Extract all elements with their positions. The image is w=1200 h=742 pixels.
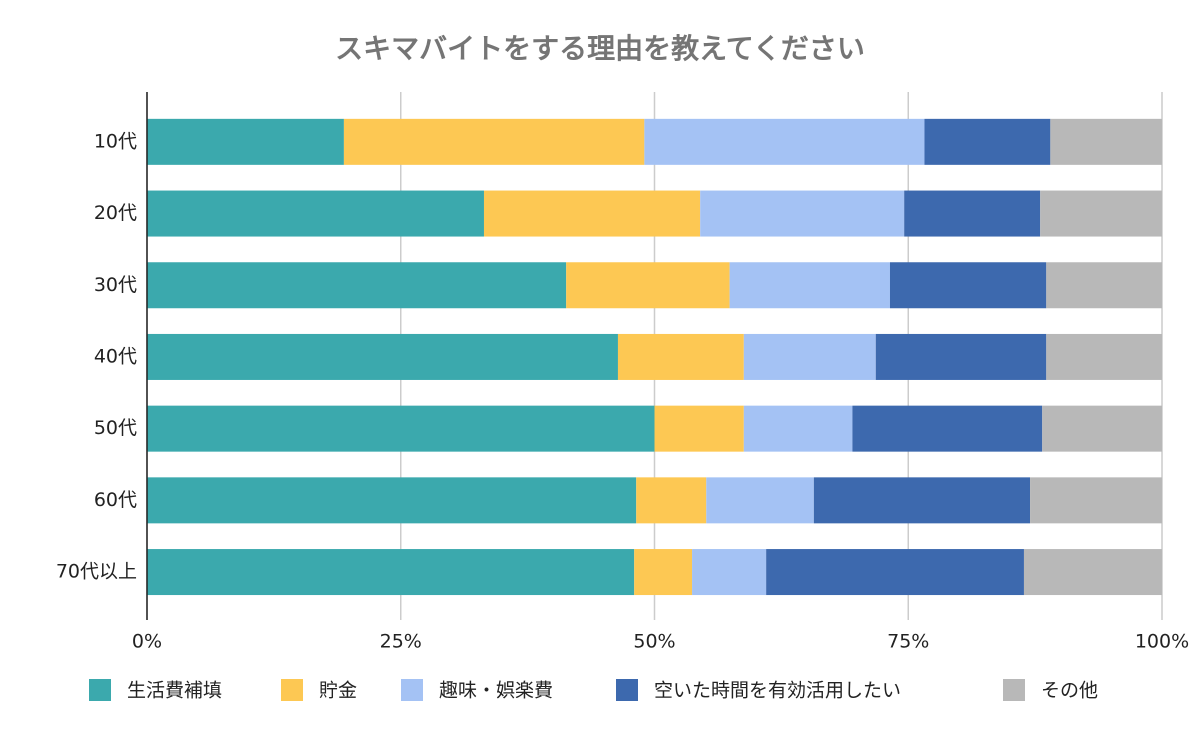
bar-segment (147, 405, 655, 452)
bar-segment (852, 405, 1043, 452)
y-tick-label: 60代 (94, 489, 137, 511)
bar-segment (644, 118, 925, 165)
bar-segment (147, 262, 567, 309)
bar-segment (483, 190, 701, 237)
bar-segment (766, 549, 1024, 596)
legend-label: 趣味・娯楽費 (439, 680, 553, 702)
bar-segment (147, 477, 637, 524)
bar-segment (1042, 405, 1162, 452)
y-tick-label: 40代 (94, 345, 137, 367)
bar-segment (889, 262, 1047, 309)
x-tick-label: 25% (380, 631, 422, 653)
y-tick-label: 10代 (94, 130, 137, 152)
bar-segment (875, 333, 1047, 380)
bar-segment (566, 262, 730, 309)
y-tick-label: 50代 (94, 417, 137, 439)
legend-swatch (89, 679, 111, 701)
x-tick-label: 0% (132, 631, 162, 653)
x-tick-label: 75% (887, 631, 929, 653)
legend-swatch (401, 679, 423, 701)
bar-segment (692, 549, 767, 596)
legend-label: 生活費補填 (127, 680, 222, 702)
bar-segment (343, 118, 645, 165)
bar-segment (634, 549, 693, 596)
bar-segment (147, 549, 635, 596)
legend-label: その他 (1041, 680, 1098, 702)
bar-segment (1050, 118, 1162, 165)
bar-segment (147, 190, 484, 237)
legend-label: 貯金 (319, 680, 357, 702)
y-tick-label: 30代 (94, 274, 137, 296)
legend-label: 空いた時間を有効活用したい (654, 680, 901, 702)
bar-segment (924, 118, 1051, 165)
bar-segment (147, 333, 618, 380)
bar-segment (729, 262, 890, 309)
bar-segment (700, 190, 905, 237)
bar-segment (617, 333, 744, 380)
bar-segment (1023, 549, 1162, 596)
x-tick-label: 50% (633, 631, 675, 653)
bar-segment (636, 477, 707, 524)
y-tick-label: 20代 (94, 202, 137, 224)
bar-segment (904, 190, 1041, 237)
legend-swatch (1003, 679, 1025, 701)
chart-title: スキマバイトをする理由を教えてください (335, 32, 865, 65)
bar-segment (743, 405, 853, 452)
legend-swatch (281, 679, 303, 701)
x-tick-label: 100% (1135, 631, 1189, 653)
bar-segment (654, 405, 744, 452)
bar-segment (1046, 262, 1162, 309)
bar-segment (813, 477, 1031, 524)
y-tick-label: 70代以上 (56, 561, 137, 583)
bar-segment (1030, 477, 1162, 524)
bar-segment (147, 118, 344, 165)
bar-segment (1040, 190, 1162, 237)
bar-segment (706, 477, 814, 524)
bar-segment (743, 333, 876, 380)
legend-swatch (616, 679, 638, 701)
bar-segment (1046, 333, 1162, 380)
